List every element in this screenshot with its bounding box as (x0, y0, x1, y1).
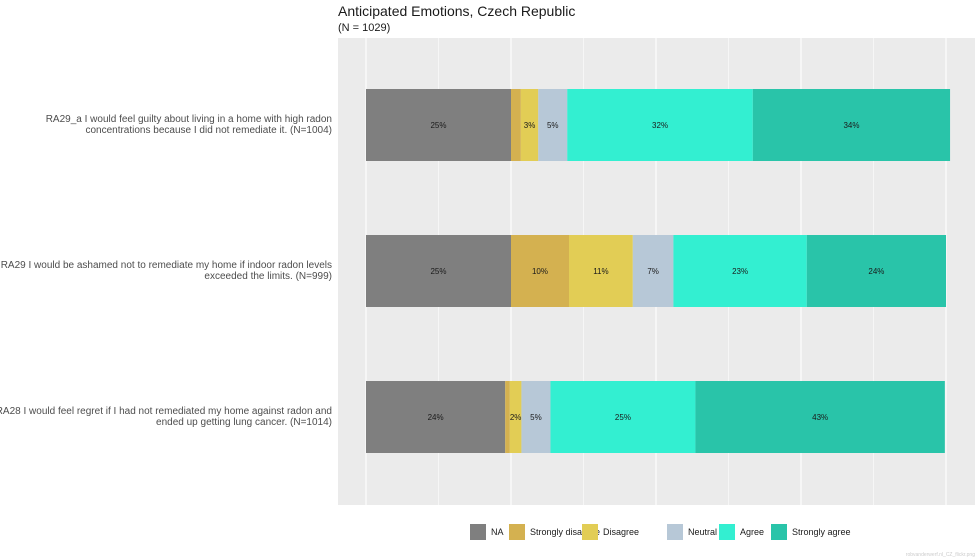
bar-segment (511, 89, 521, 161)
bar-segment-label: 3% (524, 121, 536, 130)
legend-label: Disagree (603, 527, 639, 537)
category-labels: RA29_a I would feel guilty about living … (0, 114, 332, 428)
bar-segment (550, 381, 696, 453)
bar-segment (806, 235, 946, 307)
bar-segment-label: 43% (812, 413, 828, 422)
category-label: ended up getting lung cancer. (N=1014) (156, 417, 332, 428)
watermark: robvanderwerf.nl_CZ_flickr.png (906, 552, 975, 558)
category-label: exceeded the limits. (N=999) (204, 271, 332, 282)
legend-label: Agree (740, 527, 764, 537)
legend-key (719, 524, 735, 540)
bar-segment (673, 235, 807, 307)
bar-segment (366, 235, 511, 307)
legend-key (582, 524, 598, 540)
bar-segment (511, 235, 569, 307)
legend-label: Strongly agree (792, 527, 851, 537)
bar-segment-label: 7% (647, 267, 659, 276)
legend-key (667, 524, 683, 540)
bar-segment-label: 5% (530, 413, 542, 422)
bar-segment (366, 89, 511, 161)
bar-segment-label: 34% (843, 121, 859, 130)
category-label: RA29 I would be ashamed not to remediate… (1, 260, 332, 271)
bar-segment-label: 5% (547, 121, 559, 130)
bar-segment-label: 11% (593, 267, 608, 276)
legend-label: NA (491, 527, 504, 537)
bar-segment (695, 381, 945, 453)
category-label: concentrations because I did not remedia… (85, 125, 332, 136)
bar-segment-label: 24% (428, 413, 444, 422)
legend: NA Strongly disagree Disagree Neutral Agree S… (470, 524, 851, 540)
bar-segment (520, 89, 539, 161)
bar-segment (366, 381, 506, 453)
bars: 25% 3% 5% 32% 34% 25% 10% 11% 7% 23% 24% 24% 2% 5% 25%… (366, 89, 951, 453)
bar-segment-label: 24% (868, 267, 884, 276)
bar-segment-label: 25% (430, 267, 446, 276)
chart-title: Anticipated Emotions, Czech Republic (338, 3, 575, 19)
bar-segment (505, 381, 510, 453)
legend-key (509, 524, 525, 540)
bar-segment-label: 32% (652, 121, 668, 130)
legend-label: Neutral (688, 527, 717, 537)
bar-segment-label: 25% (615, 413, 631, 422)
bar-segment (567, 89, 753, 161)
legend-key (771, 524, 787, 540)
bar-segment (521, 381, 551, 453)
bar-segment-label: 25% (430, 121, 446, 130)
category-label: RA29_a I would feel guilty about living … (46, 114, 332, 125)
bar-segment (632, 235, 674, 307)
bar-segment (752, 89, 951, 161)
legend-key (470, 524, 486, 540)
bar-segment-label: 23% (732, 267, 748, 276)
category-label: RA28 I would feel regret if I had not re… (0, 406, 332, 417)
chart-subtitle: (N = 1029) (338, 22, 390, 34)
bar-segment-label: 10% (532, 267, 548, 276)
bar-segment (569, 235, 633, 307)
legend-label: Strongly disagree (530, 527, 600, 537)
bar-segment-label: 2% (510, 413, 522, 422)
bar-segment (509, 381, 522, 453)
bar-segment (538, 89, 568, 161)
